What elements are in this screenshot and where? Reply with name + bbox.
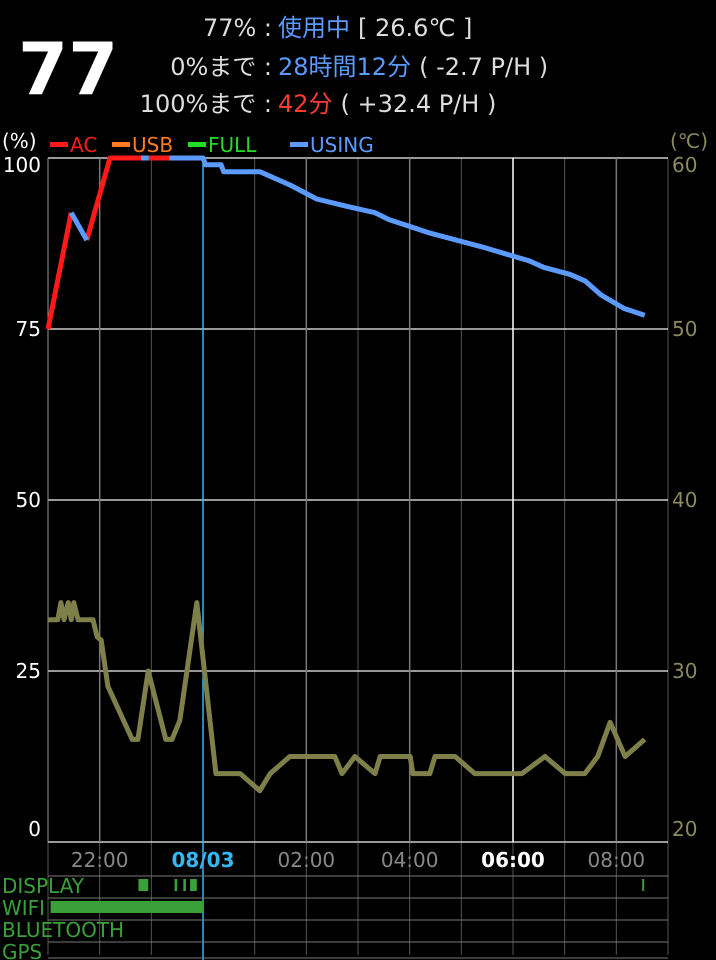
legend-swatch xyxy=(50,142,68,147)
status-row-label: DISPLAY xyxy=(2,874,85,898)
y2-tick-label: 20 xyxy=(672,817,697,841)
x-tick-label: 02:00 xyxy=(278,848,336,872)
legend-label: FULL xyxy=(208,133,257,157)
status-row-label: BLUETOOTH xyxy=(2,918,124,942)
legend-label: USING xyxy=(310,133,374,157)
y2-tick-label: 50 xyxy=(672,317,697,341)
info-detail: [ 26.6℃ ] xyxy=(358,14,472,42)
y2-tick-label: 40 xyxy=(672,488,697,512)
y-tick-label: 100 xyxy=(3,153,41,177)
info-value: 28時間12分 ( -2.7 P/H ) xyxy=(278,53,548,81)
x-tick-label: 22:00 xyxy=(71,848,129,872)
series-line xyxy=(48,600,647,794)
battery-level: 77 xyxy=(18,27,118,111)
y-axis-label: (%) xyxy=(2,129,37,153)
y-tick-label: 0 xyxy=(28,817,41,841)
info-value: 42分 ( +32.4 P/H ) xyxy=(278,90,496,118)
x-tick-label: 08/03 xyxy=(172,848,235,872)
y-tick-label: 50 xyxy=(16,488,41,512)
status-interval xyxy=(183,879,186,891)
status-interval xyxy=(138,879,149,891)
info-detail: ( +32.4 P/H ) xyxy=(341,90,497,118)
x-tick-label: 08:00 xyxy=(588,848,646,872)
info-label: 100%まで : xyxy=(140,90,272,118)
series-line xyxy=(45,155,170,330)
legend-swatch xyxy=(290,142,308,147)
info-status: 使用中 xyxy=(278,14,350,42)
info-detail: ( -2.7 P/H ) xyxy=(419,53,548,81)
info-label: 0%まで : xyxy=(170,53,272,81)
y-tick-label: 25 xyxy=(16,659,41,683)
status-interval xyxy=(190,879,197,891)
y-tick-label: 75 xyxy=(16,317,41,341)
status-row-label: WIFI xyxy=(2,896,45,920)
info-value: 使用中 [ 26.6℃ ] xyxy=(278,14,472,42)
status-row-label: GPS xyxy=(2,940,42,960)
status-interval xyxy=(50,901,204,913)
legend-label: AC xyxy=(70,133,97,157)
y2-tick-label: 30 xyxy=(672,659,697,683)
x-tick-label: 04:00 xyxy=(381,848,439,872)
x-tick-label: 06:00 xyxy=(481,848,545,872)
legend-swatch xyxy=(188,142,206,147)
y2-axis-label: (℃) xyxy=(670,129,708,153)
legend-label: USB xyxy=(132,133,173,157)
y2-tick-label: 60 xyxy=(672,153,697,177)
status-interval xyxy=(642,879,645,891)
info-label: 77% : xyxy=(203,14,272,42)
legend-swatch xyxy=(112,142,130,147)
info-status: 42分 xyxy=(278,90,333,118)
series-line xyxy=(69,155,646,318)
info-status: 28時間12分 xyxy=(278,53,411,81)
status-interval xyxy=(174,879,178,891)
